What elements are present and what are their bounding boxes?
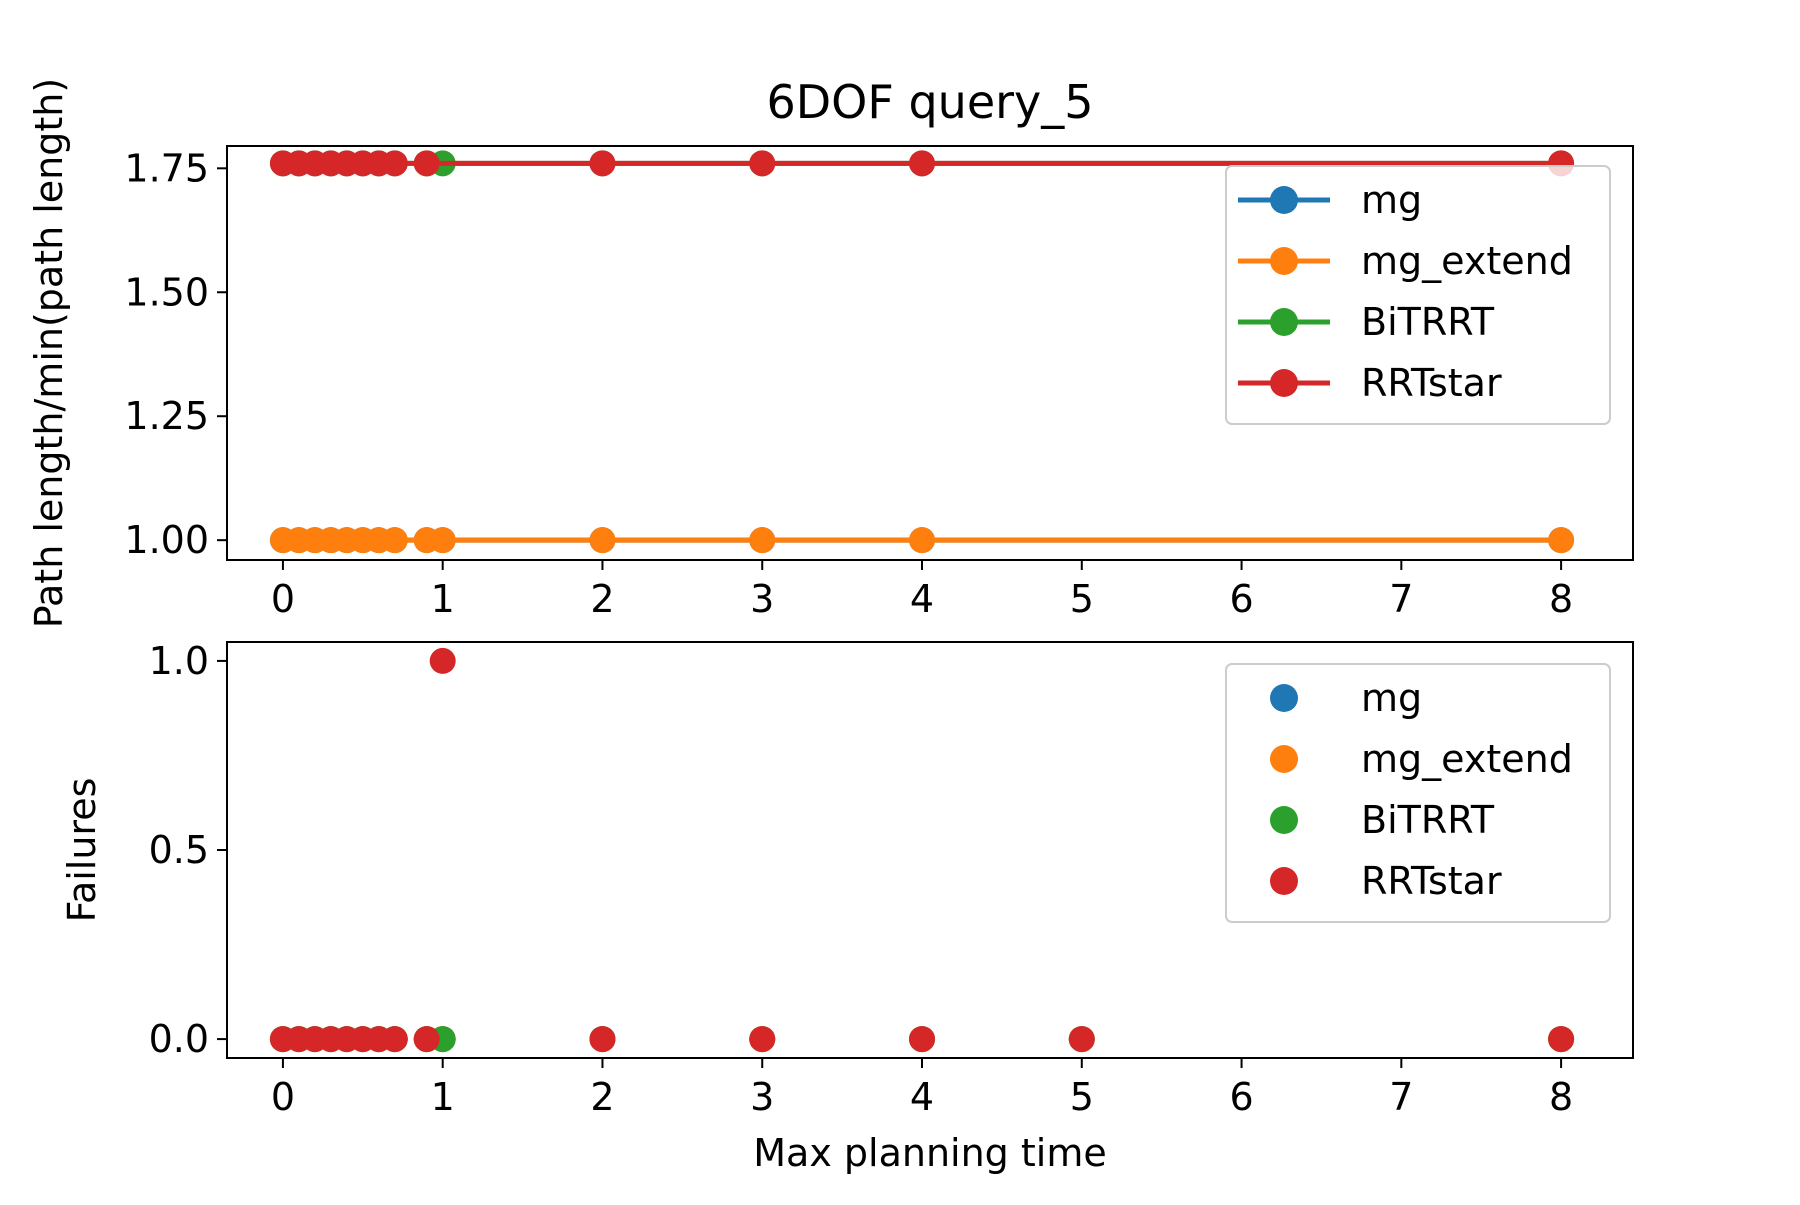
chart-title: 6DOF query_5 (766, 75, 1093, 129)
x-tick-label: 6 (1229, 577, 1253, 621)
data-point (381, 150, 408, 177)
data-point (589, 527, 616, 554)
x-tick-label: 1 (431, 577, 455, 621)
axes-frame (226, 145, 1634, 561)
x-tick-label: 5 (1070, 577, 1094, 621)
data-point (749, 527, 776, 554)
data-point (429, 527, 456, 554)
y-tick-label: 0.0 (149, 1017, 209, 1061)
legend-box (1225, 165, 1611, 425)
y-tick-label: 1.0 (149, 639, 209, 683)
x-tick-label: 4 (910, 577, 934, 621)
data-point (909, 527, 936, 554)
legend-box (1225, 663, 1611, 923)
data-point (909, 150, 936, 177)
legend-swatch-marker (1270, 247, 1298, 275)
legend-swatch-marker (1270, 308, 1298, 336)
x-tick-label: 1 (431, 1075, 455, 1119)
data-point (749, 150, 776, 177)
legend-swatch-marker (1270, 806, 1298, 834)
y-tick-label: 1.75 (124, 146, 209, 190)
y-tick-label: 1.25 (124, 394, 209, 438)
data-point (413, 150, 440, 177)
y-axis-label: Path length/min(path length) (27, 78, 71, 628)
legend-label: RRTstar (1361, 361, 1502, 405)
legend-swatch-marker (1270, 867, 1298, 895)
x-tick-label: 7 (1389, 1075, 1413, 1119)
legend-label: mg (1361, 178, 1422, 222)
legend: mg mg_extend BiTRRT RRTstar (1225, 165, 1611, 425)
legend-swatch-marker (1270, 369, 1298, 397)
x-tick-label: 2 (590, 1075, 614, 1119)
legend-label: RRTstar (1361, 859, 1502, 903)
data-point (413, 1026, 440, 1053)
x-tick-label: 8 (1549, 577, 1573, 621)
legend-label: mg (1361, 676, 1422, 720)
bottom-panel: 0 1 2 3 4 5 6 7 8 0.0 0.5 1.0 Failures Max planning t… (60, 639, 1634, 1175)
x-tick-label: 4 (910, 1075, 934, 1119)
legend-swatch-marker (1270, 186, 1298, 214)
legend-label: mg_extend (1361, 239, 1573, 283)
series-mg-extend (269, 527, 1575, 554)
x-axis-label: Max planning time (753, 1131, 1106, 1175)
data-point (429, 647, 456, 674)
x-tick-label: 8 (1549, 1075, 1573, 1119)
legend-label: BiTRRT (1361, 798, 1495, 842)
legend: mg mg_extend BiTRRT RRTstar (1225, 663, 1611, 923)
data-point (381, 1026, 408, 1053)
data-point (381, 527, 408, 554)
y-axis-label: Failures (60, 778, 104, 923)
data-point (1548, 1026, 1575, 1053)
legend-label: mg_extend (1361, 737, 1573, 781)
legend-label: BiTRRT (1361, 300, 1495, 344)
x-tick-label: 5 (1070, 1075, 1094, 1119)
x-tick-label: 0 (271, 1075, 295, 1119)
data-point (1548, 527, 1575, 554)
series-rrtstar (269, 647, 1575, 1053)
data-point (909, 1026, 936, 1053)
x-tick-label: 7 (1389, 577, 1413, 621)
y-tick-label: 1.50 (124, 270, 209, 314)
data-point (589, 150, 616, 177)
y-tick-label: 1.00 (124, 518, 209, 562)
data-point (1068, 1026, 1095, 1053)
top-panel: 0 1 2 3 4 5 6 7 8 1.00 1.25 1.50 1.75 Path length/min… (27, 78, 1634, 628)
y-tick-label: 0.5 (149, 828, 209, 872)
x-tick-label: 3 (750, 1075, 774, 1119)
x-tick-label: 6 (1229, 1075, 1253, 1119)
series-rrtstar (269, 150, 1575, 177)
x-tick-label: 2 (590, 577, 614, 621)
data-point (589, 1026, 616, 1053)
x-tick-label: 3 (750, 577, 774, 621)
x-tick-label: 0 (271, 577, 295, 621)
data-point (749, 1026, 776, 1053)
legend-swatch-marker (1270, 684, 1298, 712)
legend-swatch-marker (1270, 745, 1298, 773)
